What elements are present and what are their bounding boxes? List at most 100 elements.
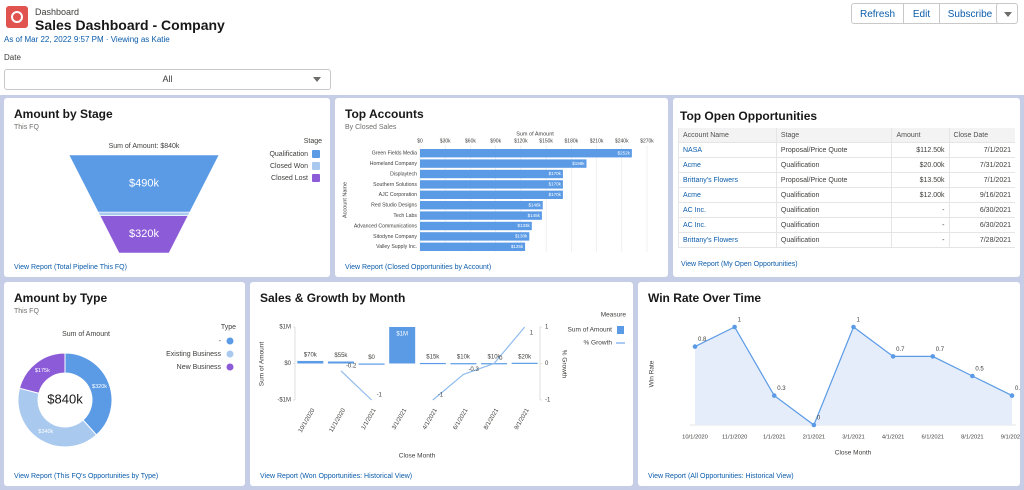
y-tick-label: Homeland Company (370, 161, 418, 167)
bar (327, 361, 354, 364)
chart-label: Sum of Amount (62, 331, 110, 338)
legend-title: Stage (304, 138, 322, 145)
x-tick-label: $30k (440, 138, 451, 144)
more-button[interactable] (996, 3, 1018, 24)
legend-label: Closed Won (270, 163, 308, 170)
y-tick-label: $0 (284, 361, 291, 367)
y-tick-label: Tech Labs (393, 213, 417, 219)
bar-label: $10k (457, 355, 471, 361)
table-cell: 7/28/2021 (948, 232, 1015, 248)
line-chart: Win Rate Over Time View Report (All Oppor… (648, 291, 1020, 480)
point (811, 422, 817, 428)
x-tick-label: 2/1/2021 (803, 435, 826, 441)
edit-button[interactable]: Edit (903, 3, 940, 24)
breadcrumb: Dashboard (35, 7, 80, 17)
y-axis-label: Account Name (342, 182, 348, 218)
table-row: Acme Qualification $12.00k 9/16/2021 (678, 187, 1015, 203)
table-cell: 9/16/2021 (948, 187, 1015, 203)
x-axis-label: Sum of Amount (516, 131, 554, 137)
point (771, 393, 777, 398)
table-cell: Qualification (775, 157, 892, 173)
y-tick-label: Valley Supply Inc. (376, 244, 417, 250)
center-label: $840k (47, 391, 83, 406)
subscribe-button[interactable]: Subscribe (939, 3, 1001, 24)
legend-swatch (617, 326, 624, 334)
point (851, 324, 856, 330)
column-header: Stage (775, 128, 892, 143)
table-cell: - (891, 217, 949, 233)
legend-title: Measure (601, 312, 627, 319)
bar-label: $130k (515, 234, 528, 239)
bar-label: $1M (396, 332, 408, 338)
table-cell: 7/1/2021 (948, 142, 1015, 158)
point (732, 324, 737, 330)
table-row: Acme Qualification $20.00k 7/31/2021 (678, 157, 1015, 173)
slice-label: $175k (35, 368, 50, 374)
filter-select[interactable]: All (4, 69, 331, 90)
account-link: Acme (678, 187, 777, 203)
bar (420, 149, 632, 158)
bar-label: $198k (572, 161, 585, 166)
x-tick-label: 1/1/2021 (763, 435, 786, 441)
column-header: Close Date (948, 128, 1015, 143)
chart-summary: Sum of Amount: $840k (109, 143, 180, 150)
funnel-segment (99, 215, 189, 254)
bar-label: $125k (511, 244, 524, 249)
segment-label: $320k (129, 228, 159, 240)
table-cell: Qualification (775, 217, 892, 233)
y-tick-label: $1M (279, 325, 291, 331)
table-row: AC Inc. Qualification -6/30/2021 (678, 202, 1015, 218)
view-report-link[interactable]: View Report (Total Pipeline This FQ) (14, 264, 127, 271)
bar-label: $145k (528, 213, 541, 218)
bar (297, 360, 324, 364)
segment-label: $490k (129, 177, 159, 189)
table-title: Top Open Opportunities (680, 109, 818, 123)
table-row: Brittany's Flowers Proposal/Price Quote $1… (678, 172, 1015, 188)
point-label: 0.8 (698, 337, 707, 343)
line-label: -0.2 (346, 363, 357, 369)
bar-label: $10k (488, 355, 502, 361)
view-report-link[interactable]: View Report (This FQ's Opportunities by … (14, 473, 158, 480)
bar-label: $146k (528, 202, 541, 207)
x-tick-label: $150k (539, 138, 553, 144)
x-tick-label: 4/1/2021 (882, 435, 905, 441)
line-label: 1 (530, 331, 534, 337)
table-row: NASA Proposal/Price Quote $112.50k 7/1/2021 (678, 142, 1015, 158)
view-report-link[interactable]: View Report (Closed Opportunities by Acc… (345, 264, 491, 271)
y-tick-label: Sitodyne Company (373, 234, 417, 240)
bar-label: $170k (549, 192, 562, 197)
refresh-button[interactable]: Refresh (851, 3, 904, 24)
funnel-chart: Amount by Stage This FQ View Report (Total… (14, 107, 322, 271)
line-label: 0 (499, 356, 503, 362)
panel: Sales & Growth by Month View Report (Won … (250, 282, 633, 486)
donut-slice (18, 352, 66, 394)
data-table: Account Name Stage Amount Close Date NASA Pro… (678, 128, 1015, 248)
table-cell: Qualification (775, 202, 892, 218)
x-tick-label: 6/1/2021 (453, 407, 470, 431)
line-label: -1 (377, 393, 383, 399)
bar-label: $55k (334, 353, 348, 359)
legend-label: Closed Lost (271, 175, 308, 182)
view-report-link[interactable]: View Report (All Opportunities: Historic… (648, 473, 794, 480)
bar (420, 242, 526, 251)
view-report-link[interactable]: View Report (My Open Opportunities) (681, 261, 798, 268)
x-tick-label: 3/1/2021 (842, 435, 865, 441)
y-tick-label: Southern Solutions (373, 182, 417, 188)
bar-label: $170k (549, 171, 562, 176)
bar-label: $70k (304, 353, 318, 359)
x-tick-label: $120k (514, 138, 528, 144)
y-tick-label: Advanced Communications (354, 223, 418, 229)
y-axis-label: Win Rate (649, 360, 656, 387)
x-tick-label: 1/1/2021 (361, 407, 378, 431)
y2-axis-label: % Growth (560, 350, 567, 379)
x-tick-label: 9/1/2021 (514, 407, 531, 431)
table-wrap: Account Name Stage Amount Close Date NASA Pro… (678, 128, 1015, 248)
table-cell: Qualification (775, 187, 892, 203)
view-report-link[interactable]: View Report (Won Opportunities: Historic… (260, 473, 412, 480)
bar-label: $0 (368, 355, 375, 361)
table-cell: $20.00k (891, 157, 949, 173)
point-label: 0 (817, 416, 821, 422)
bar-label: $15k (426, 355, 440, 361)
bar (420, 180, 563, 189)
